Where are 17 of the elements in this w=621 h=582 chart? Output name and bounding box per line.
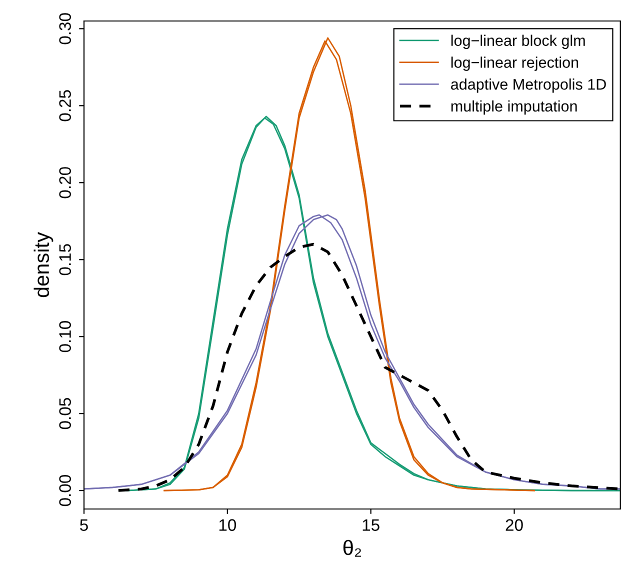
y-axis-title: density xyxy=(34,232,54,298)
y-tick-label: 0.30 xyxy=(59,13,71,44)
y-tick-label: 0.05 xyxy=(59,398,71,430)
y-tick-label: 0.00 xyxy=(59,474,71,506)
x-tick-label: 20 xyxy=(506,519,523,531)
y-tick-label: 0.15 xyxy=(59,244,71,276)
y-tick-label: 0.25 xyxy=(59,90,71,122)
x-tick-label: 10 xyxy=(219,519,236,531)
legend-label: log−linear rejection xyxy=(451,56,578,71)
legend-label: log−linear block glm xyxy=(451,34,585,49)
x-tick-label: 5 xyxy=(80,519,88,531)
legend-label: multiple imputation xyxy=(451,100,577,115)
y-tick-label: 0.10 xyxy=(59,321,71,352)
legend-label: adaptive Metropolis 1D xyxy=(451,78,606,93)
y-tick-label: 0.20 xyxy=(59,167,71,198)
x-axis-title: θ₂ xyxy=(343,540,361,557)
x-tick-label: 15 xyxy=(362,519,380,531)
